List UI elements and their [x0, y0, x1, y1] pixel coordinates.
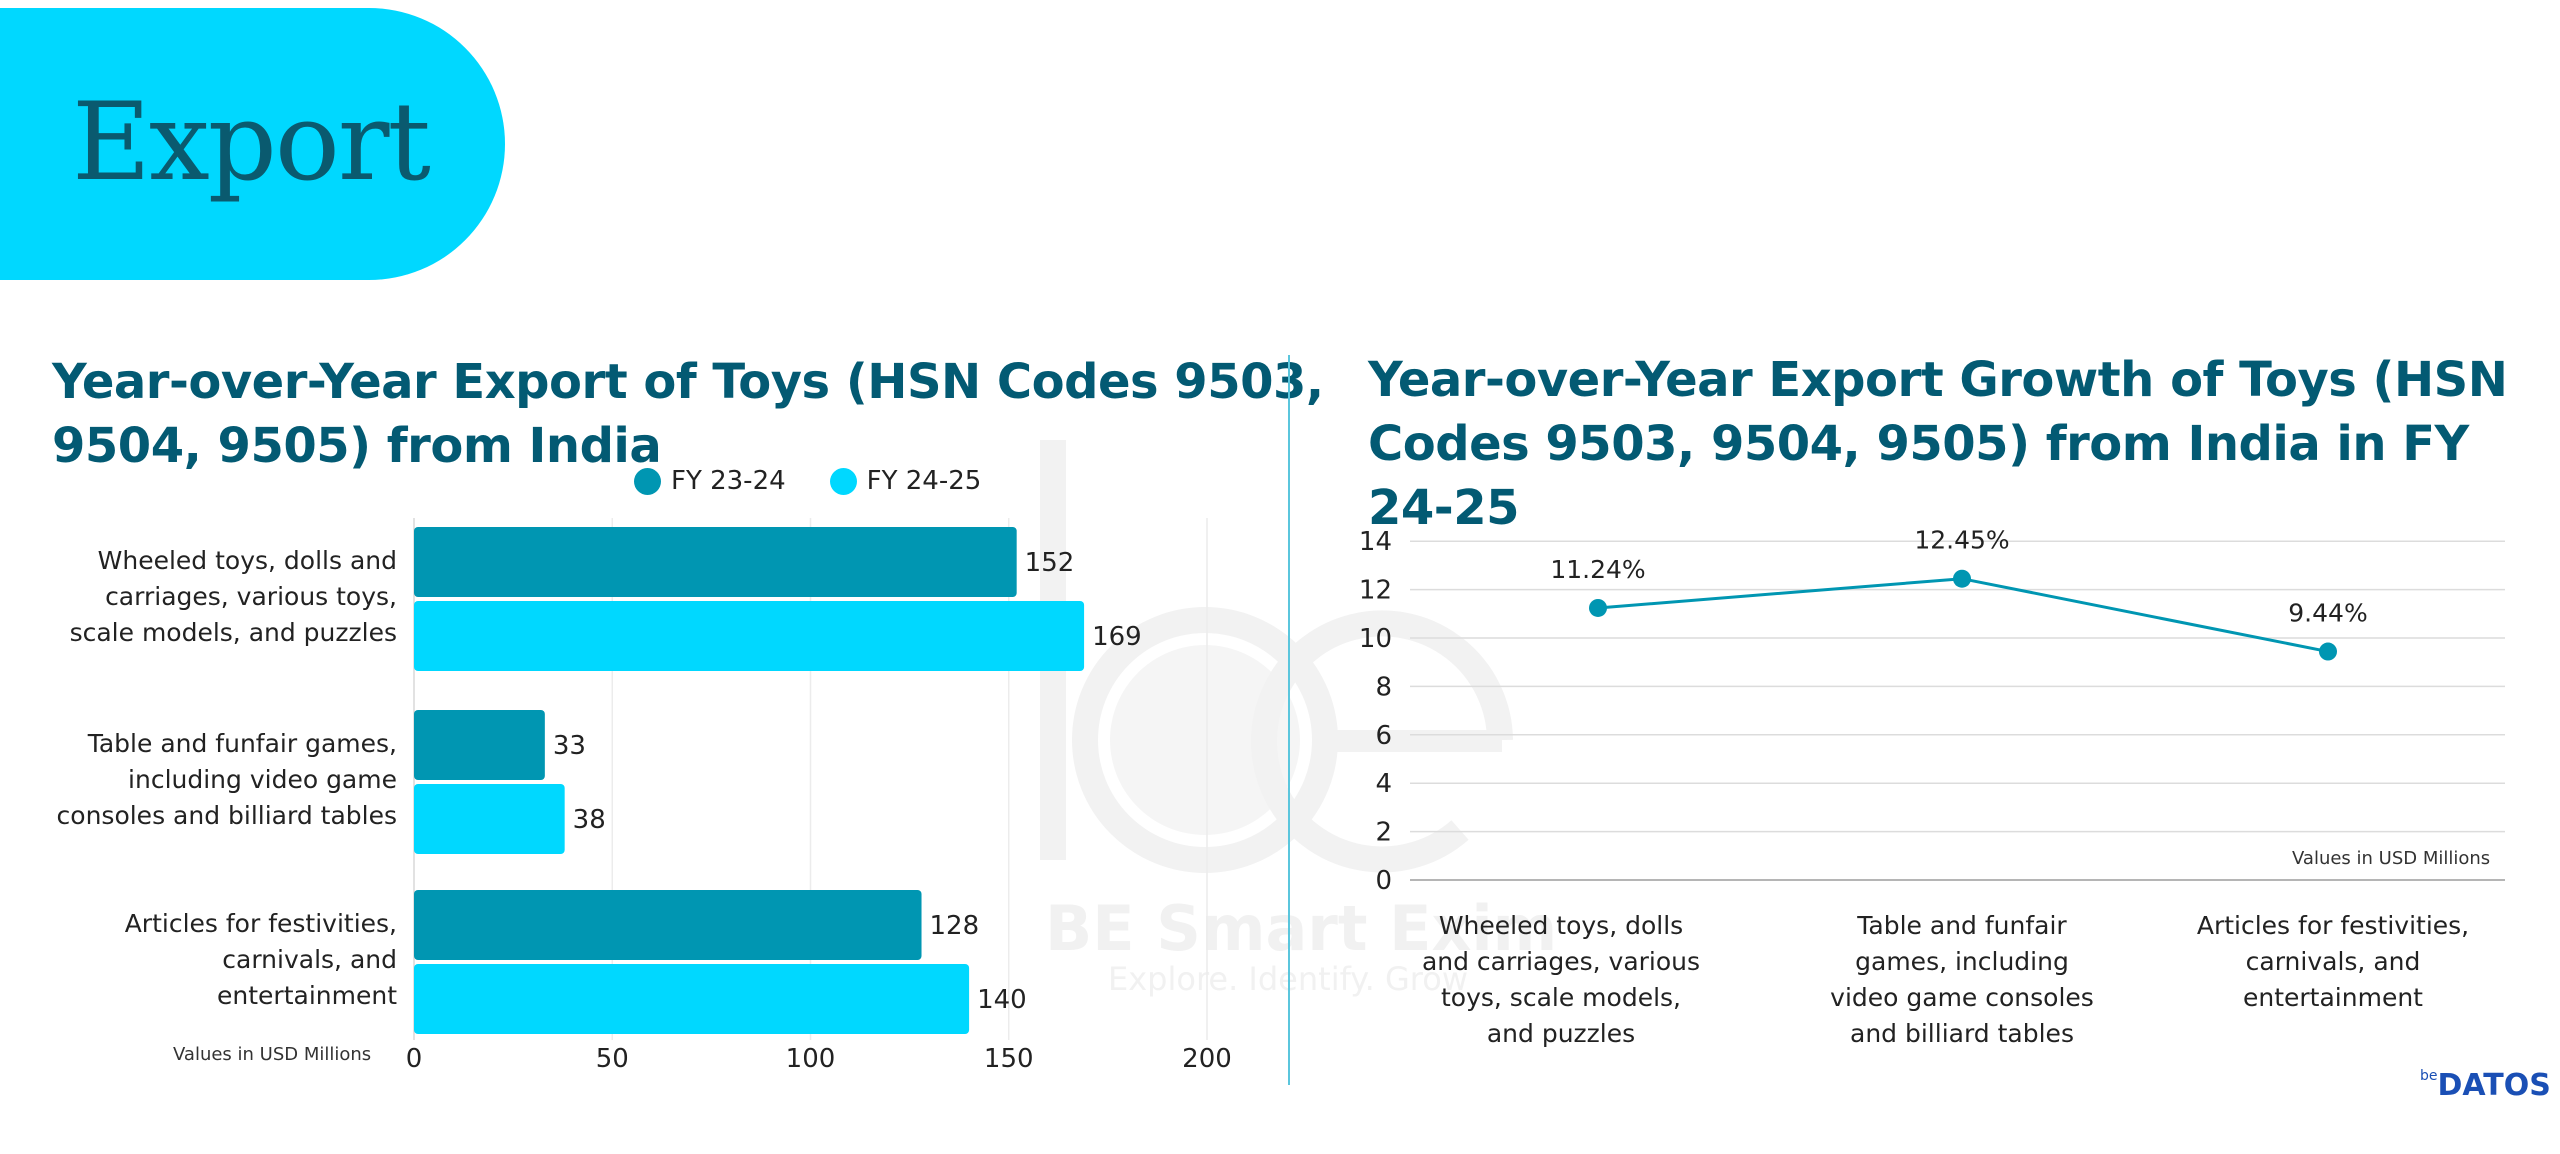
logo-prefix: be: [2420, 1068, 2438, 1084]
growth-point: [2319, 642, 2337, 661]
bar-fy2425: [414, 964, 970, 1034]
y-category-label-line: consoles and billiard tables: [56, 801, 397, 830]
x-category-label-line: Articles for festivities,: [2196, 911, 2470, 940]
growth-value-label: 11.24%: [1550, 555, 1645, 584]
y-tick-label: 10: [1359, 624, 1392, 654]
x-category-label-line: entertainment: [2243, 983, 2423, 1012]
x-category-label: Table and funfair games, including video g…: [1802, 908, 2122, 1052]
y-category-label-line: carnivals, and: [222, 945, 397, 974]
line-chart-title: Year-over-Year Export Growth of Toys (HS…: [1368, 348, 2560, 540]
bar-chart-title-line: 9504, 9505) from India: [52, 418, 662, 474]
x-tick-label: 100: [786, 1044, 836, 1074]
y-category-label-line: including video game: [128, 765, 397, 794]
bar-value-label: 33: [553, 731, 586, 761]
x-category-label-line: Table and funfair: [1857, 911, 2067, 940]
y-tick-label: 4: [1375, 769, 1392, 799]
bar-fy2425: [414, 784, 565, 854]
y-category-label-line: Table and funfair games,: [87, 729, 397, 758]
bar-legend: FY 23-24 FY 24-25: [634, 466, 981, 496]
bar-chart-title-line: Year-over-Year Export of Toys (HSN Codes…: [52, 354, 1324, 410]
bar-fy2324: [414, 710, 545, 780]
watermark-logo: [1040, 440, 1513, 873]
bar-chart-unit-note: Values in USD Millions: [173, 1044, 372, 1065]
y-tick-label: 2: [1375, 818, 1392, 848]
legend-label-fy2425: FY 24-25: [866, 466, 982, 496]
legend-swatch-fy2425: [829, 467, 857, 495]
y-tick-label: 12: [1359, 576, 1392, 606]
bar-value-label: 169: [1092, 622, 1142, 652]
x-tick-label: 200: [1182, 1044, 1232, 1074]
bar-chart-title: Year-over-Year Export of Toys (HSN Codes…: [52, 350, 1324, 478]
legend-label-fy2324: FY 23-24: [671, 466, 786, 496]
y-category-label: Wheeled toys, dolls and carriages, variou…: [0, 543, 397, 651]
legend-swatch-fy2324: [634, 467, 661, 495]
section-header-pill: Export: [0, 8, 505, 280]
growth-value-label: 12.45%: [1914, 526, 2009, 555]
y-category-label-line: Wheeled toys, dolls and: [97, 546, 397, 575]
x-category-label-line: video game consoles: [1830, 983, 2094, 1012]
bar-fy2425: [414, 601, 1085, 671]
y-tick-label: 0: [1375, 866, 1392, 896]
growth-point: [1953, 569, 1971, 588]
y-category-label: Articles for festivities, carnivals, and e…: [0, 906, 397, 1014]
y-category-label-line: entertainment: [217, 981, 397, 1010]
watermark-brand: BE Smart Exim: [1045, 892, 1558, 965]
line-chart-title-line: Year-over-Year Export Growth of Toys (HS…: [1368, 352, 2508, 408]
bar-fy2324: [414, 527, 1017, 597]
x-category-label: Wheeled toys, dolls and carriages, variou…: [1401, 908, 1721, 1052]
x-category-label-line: toys, scale models,: [1441, 983, 1681, 1012]
y-category-label-line: Articles for festivities,: [124, 909, 397, 938]
line-chart-title-line: Codes 9503, 9504, 9505) from India in FY…: [1368, 416, 2469, 536]
bar-fy2324: [414, 890, 922, 960]
section-divider: [1288, 355, 1290, 1085]
x-category-label-line: and carriages, various: [1421, 947, 1701, 976]
y-category-label-line: scale models, and puzzles: [69, 618, 397, 647]
y-tick-label: 14: [1359, 527, 1392, 557]
y-category-label-line: carriages, various toys,: [105, 582, 397, 611]
y-category-label: Table and funfair games, including video …: [0, 726, 397, 834]
bar-value-label: 152: [1025, 548, 1075, 578]
datos-logo: beDATOS: [2420, 1068, 2551, 1103]
bar-value-label: 38: [573, 805, 606, 835]
bar-value-label: 128: [930, 911, 980, 941]
x-category-label-line: Wheeled toys, dolls: [1438, 911, 1684, 940]
bar-value-label: 140: [977, 985, 1027, 1015]
bar-chart: 0 50 100 150 200 152 169 33 38 128 140: [406, 518, 1232, 1074]
section-title: Export: [72, 80, 431, 205]
growth-value-label: 9.44%: [2288, 599, 2367, 628]
logo-name: DATOS: [2437, 1068, 2551, 1103]
x-category-label-line: games, including: [1855, 947, 2069, 976]
x-tick-label: 0: [406, 1044, 423, 1074]
x-category-label-line: and billiard tables: [1850, 1019, 2074, 1048]
x-tick-label: 150: [984, 1044, 1034, 1074]
x-category-label-line: carnivals, and: [2245, 947, 2421, 976]
y-tick-label: 6: [1375, 721, 1392, 751]
x-category-label-line: and puzzles: [1486, 1019, 1636, 1048]
x-category-label: Articles for festivities, carnivals, and e…: [2173, 908, 2493, 1016]
growth-point: [1589, 598, 1607, 617]
line-chart-unit-note: Values in USD Millions: [2292, 848, 2491, 869]
x-tick-label: 50: [596, 1044, 629, 1074]
y-tick-label: 8: [1375, 672, 1392, 702]
